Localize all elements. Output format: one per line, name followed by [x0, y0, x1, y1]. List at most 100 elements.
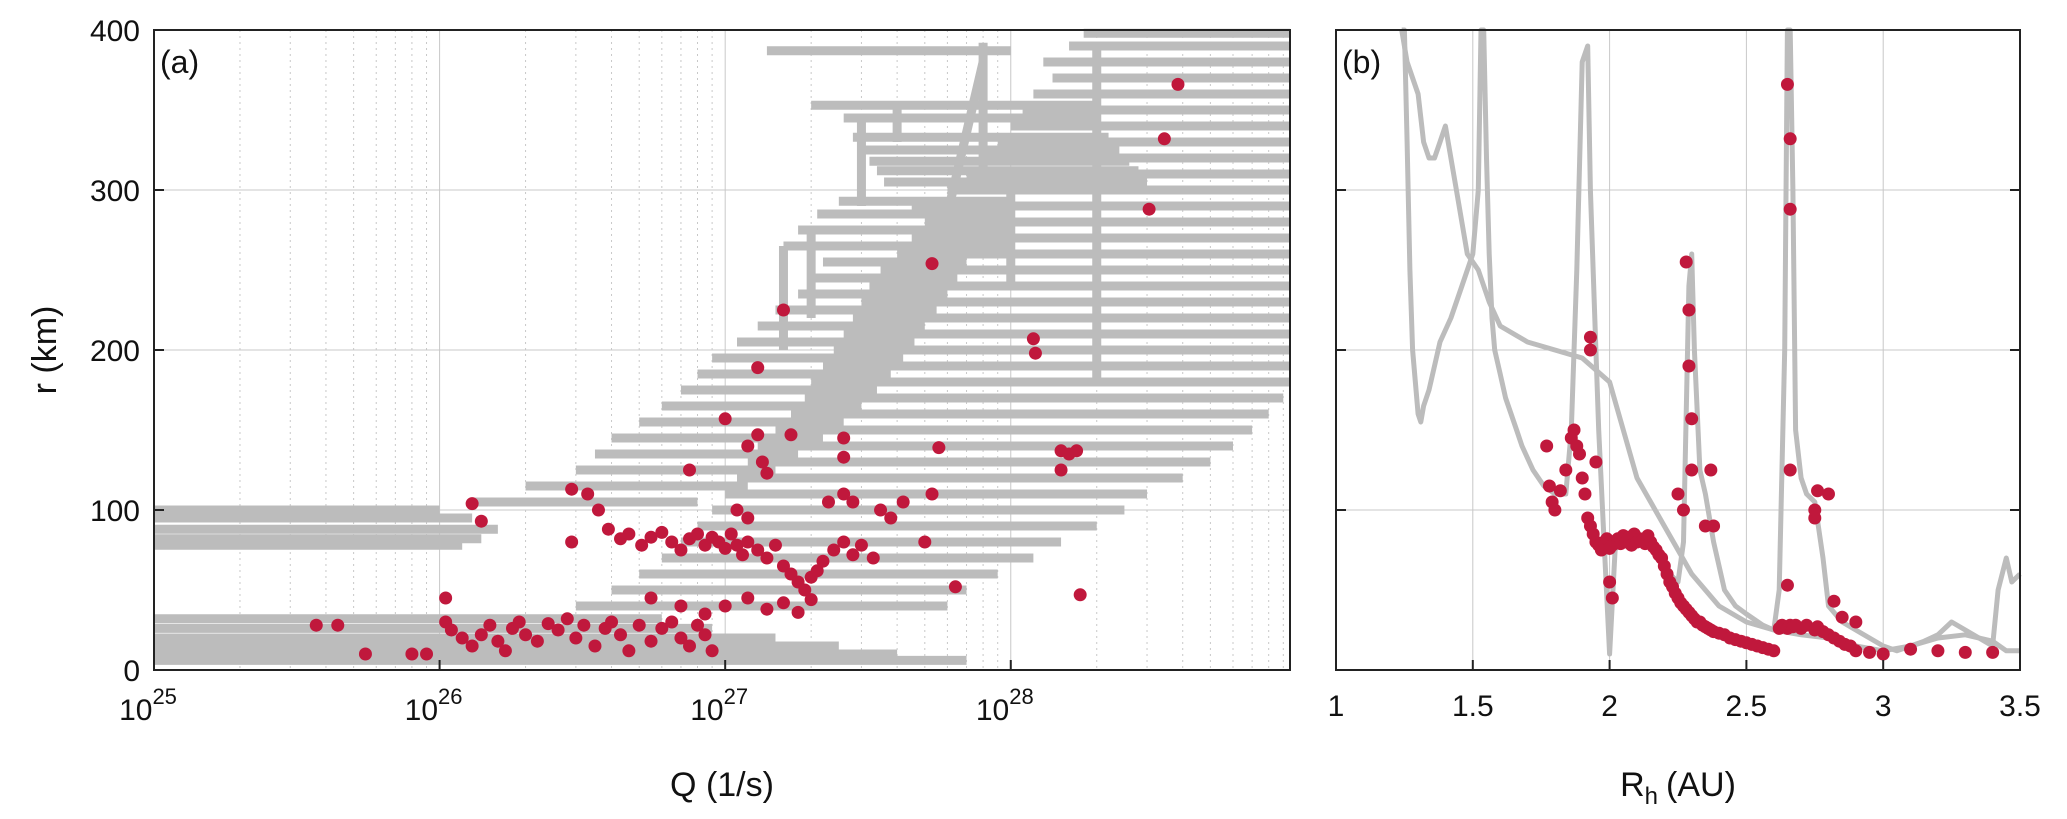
data-point: [837, 450, 851, 464]
y-tick-label: 200: [90, 335, 140, 368]
data-point: [1540, 439, 1554, 453]
data-point: [405, 647, 419, 661]
data-point: [948, 580, 962, 594]
data-point: [512, 615, 526, 629]
data-point: [655, 621, 669, 635]
panel-b-points: [1540, 77, 2000, 661]
data-point: [760, 602, 774, 616]
data-point: [784, 428, 798, 442]
data-point: [551, 623, 565, 637]
data-point: [846, 495, 860, 509]
data-point: [1783, 132, 1797, 146]
data-point: [1073, 588, 1087, 602]
data-point: [1054, 463, 1068, 477]
data-point: [760, 466, 774, 480]
data-point: [1603, 575, 1617, 589]
x-tick-label: 2: [1601, 690, 1618, 723]
data-point: [1575, 471, 1589, 485]
data-point: [760, 551, 774, 565]
data-point: [1679, 255, 1693, 269]
panel-b-x-axis-title-unit: (AU): [1666, 766, 1736, 804]
data-point: [1028, 346, 1042, 360]
data-point: [884, 511, 898, 525]
data-point: [1780, 77, 1794, 91]
data-point: [1573, 447, 1587, 461]
data-point: [309, 618, 323, 632]
data-point: [854, 538, 868, 552]
data-point: [1808, 503, 1822, 517]
panel-a-label: (a): [160, 44, 199, 80]
data-point: [1707, 519, 1721, 533]
data-point: [741, 511, 755, 525]
data-point: [1811, 484, 1825, 498]
data-point: [1682, 359, 1696, 373]
data-point: [1958, 645, 1972, 659]
data-point: [1070, 444, 1084, 458]
panel-a-ticks: 1025 1026 1027 1028 0 100 200 300 400: [90, 15, 1034, 727]
data-point: [755, 455, 769, 469]
data-point: [698, 628, 712, 642]
data-point: [1904, 642, 1918, 656]
data-point: [674, 631, 688, 645]
data-point: [591, 503, 605, 517]
data-point: [1553, 484, 1567, 498]
data-point: [565, 482, 579, 496]
data-point: [827, 543, 841, 557]
data-point: [682, 463, 696, 477]
data-point: [741, 591, 755, 605]
panel-a-y-axis-title: r (km): [26, 306, 64, 395]
data-point: [1548, 503, 1562, 517]
data-point: [674, 543, 688, 557]
data-point: [491, 634, 505, 648]
data-point: [474, 514, 488, 528]
data-point: [1671, 487, 1685, 501]
data-point: [730, 503, 744, 517]
data-point: [331, 618, 345, 632]
data-point: [644, 591, 658, 605]
data-point: [691, 618, 705, 632]
data-point: [804, 593, 818, 607]
data-point: [530, 634, 544, 648]
data-point: [837, 487, 851, 501]
data-point: [1578, 487, 1592, 501]
data-point: [1542, 479, 1556, 493]
data-point: [1783, 463, 1797, 477]
data-point: [791, 605, 805, 619]
data-point: [705, 644, 719, 658]
panel-b-x-axis-title: Rh (AU): [1620, 766, 1736, 810]
data-point: [718, 599, 732, 613]
data-point: [751, 543, 765, 557]
data-point: [1780, 578, 1794, 592]
data-point: [358, 647, 372, 661]
data-point: [569, 631, 583, 645]
data-point: [601, 522, 615, 536]
panel-a-background-lines: [154, 28, 1290, 665]
data-point: [768, 538, 782, 552]
panel-b-x-axis-title-main: R: [1620, 766, 1645, 804]
data-point: [776, 303, 790, 317]
data-point: [577, 618, 591, 632]
data-point: [455, 631, 469, 645]
data-point: [1783, 202, 1797, 216]
data-point: [776, 596, 790, 610]
background-line: [1399, 29, 2020, 654]
panel-b-label: (b): [1342, 44, 1381, 80]
data-point: [655, 525, 669, 539]
data-point: [718, 541, 732, 555]
data-point: [691, 527, 705, 541]
data-point: [866, 551, 880, 565]
data-point: [874, 503, 888, 517]
data-point: [1849, 644, 1863, 658]
data-point: [896, 495, 910, 509]
panel-a-x-axis-title: Q (1/s): [670, 766, 774, 804]
data-point: [1704, 463, 1718, 477]
data-point: [439, 591, 453, 605]
data-point: [483, 618, 497, 632]
data-point: [1685, 463, 1699, 477]
data-point: [1605, 591, 1619, 605]
data-point: [465, 639, 479, 653]
data-point: [622, 527, 636, 541]
data-point: [925, 257, 939, 271]
data-point: [1767, 644, 1781, 658]
